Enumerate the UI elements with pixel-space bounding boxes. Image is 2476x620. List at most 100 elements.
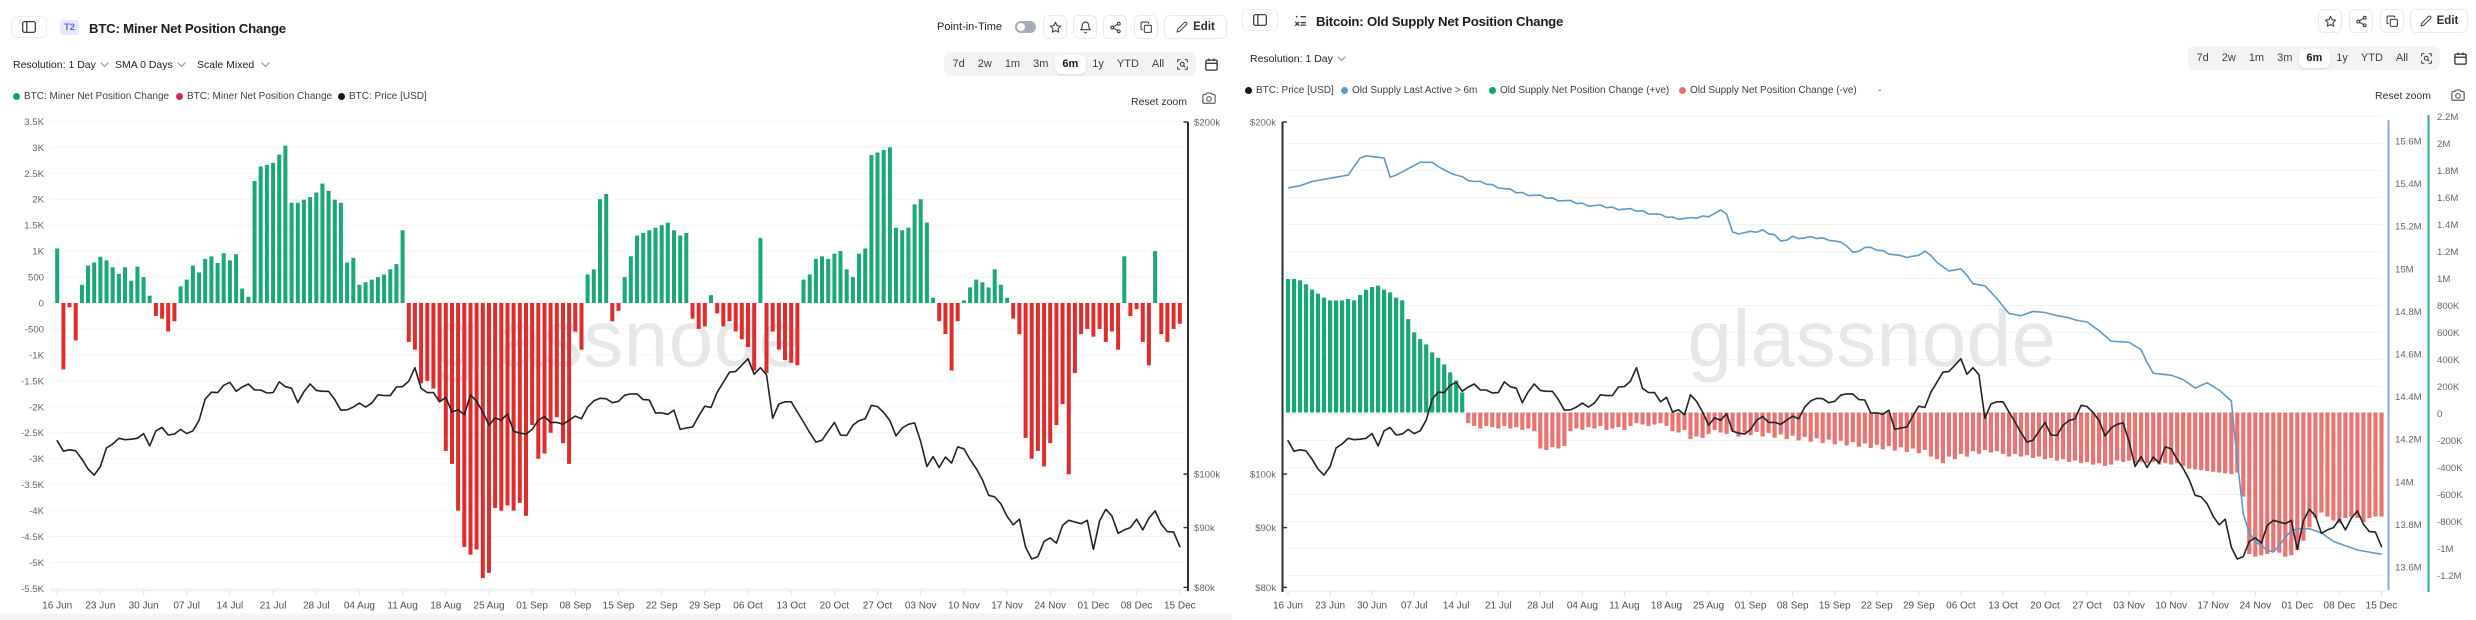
svg-text:28 Jul: 28 Jul bbox=[1527, 601, 1554, 612]
svg-text:15 Dec: 15 Dec bbox=[2366, 601, 2398, 612]
svg-text:-3.5K: -3.5K bbox=[21, 480, 45, 491]
svg-text:-2K: -2K bbox=[29, 402, 45, 413]
svg-text:15M: 15M bbox=[2395, 264, 2414, 275]
svg-text:03 Nov: 03 Nov bbox=[905, 601, 937, 612]
svg-text:27 Oct: 27 Oct bbox=[863, 601, 893, 612]
svg-text:14 Jul: 14 Jul bbox=[217, 601, 244, 612]
svg-text:-200K: -200K bbox=[2437, 436, 2463, 447]
svg-text:$90k: $90k bbox=[1194, 523, 1215, 534]
svg-text:30 Jun: 30 Jun bbox=[1357, 601, 1387, 612]
svg-text:14.2M: 14.2M bbox=[2395, 435, 2422, 446]
svg-text:06 Oct: 06 Oct bbox=[1946, 601, 1976, 612]
svg-text:2K: 2K bbox=[32, 195, 44, 206]
svg-text:16 Jun: 16 Jun bbox=[1273, 601, 1303, 612]
svg-text:17 Nov: 17 Nov bbox=[2197, 601, 2229, 612]
svg-text:1.4M: 1.4M bbox=[2437, 220, 2458, 231]
svg-text:23 Jun: 23 Jun bbox=[1315, 601, 1345, 612]
svg-text:28 Jul: 28 Jul bbox=[303, 601, 330, 612]
svg-text:04 Aug: 04 Aug bbox=[1567, 601, 1598, 612]
svg-text:-600K: -600K bbox=[2437, 490, 2463, 501]
svg-text:-400K: -400K bbox=[2437, 463, 2463, 474]
svg-text:2M: 2M bbox=[2437, 139, 2450, 150]
svg-text:14.8M: 14.8M bbox=[2395, 307, 2422, 318]
svg-text:10 Nov: 10 Nov bbox=[948, 601, 980, 612]
svg-text:24 Nov: 24 Nov bbox=[2239, 601, 2271, 612]
svg-text:08 Dec: 08 Dec bbox=[2324, 601, 2356, 612]
svg-text:08 Sep: 08 Sep bbox=[559, 601, 591, 612]
svg-text:-1.2M: -1.2M bbox=[2437, 571, 2462, 582]
svg-text:29 Sep: 29 Sep bbox=[689, 601, 721, 612]
svg-text:01 Dec: 01 Dec bbox=[2281, 601, 2313, 612]
svg-text:-1.5K: -1.5K bbox=[21, 376, 45, 387]
svg-text:1.2M: 1.2M bbox=[2437, 247, 2458, 258]
svg-text:14M: 14M bbox=[2395, 477, 2414, 488]
svg-text:1.6M: 1.6M bbox=[2437, 193, 2458, 204]
svg-text:15 Dec: 15 Dec bbox=[1164, 601, 1196, 612]
svg-text:-3K: -3K bbox=[29, 454, 45, 465]
svg-text:10 Nov: 10 Nov bbox=[2155, 601, 2187, 612]
svg-text:08 Dec: 08 Dec bbox=[1121, 601, 1153, 612]
svg-text:15 Sep: 15 Sep bbox=[603, 601, 635, 612]
svg-text:15.4M: 15.4M bbox=[2395, 179, 2422, 190]
svg-text:08 Sep: 08 Sep bbox=[1777, 601, 1809, 612]
svg-text:2.5K: 2.5K bbox=[24, 169, 44, 180]
svg-text:-800K: -800K bbox=[2437, 517, 2463, 528]
svg-text:25 Aug: 25 Aug bbox=[1693, 601, 1724, 612]
svg-text:-1K: -1K bbox=[29, 350, 45, 361]
svg-text:22 Sep: 22 Sep bbox=[1861, 601, 1893, 612]
svg-text:01 Sep: 01 Sep bbox=[516, 601, 548, 612]
svg-text:15.6M: 15.6M bbox=[2395, 137, 2422, 148]
svg-text:-2.5K: -2.5K bbox=[21, 428, 45, 439]
svg-text:20 Oct: 20 Oct bbox=[2030, 601, 2060, 612]
svg-text:25 Aug: 25 Aug bbox=[473, 601, 504, 612]
svg-text:13 Oct: 13 Oct bbox=[776, 601, 806, 612]
svg-text:-5K: -5K bbox=[29, 558, 45, 569]
svg-text:15.2M: 15.2M bbox=[2395, 222, 2422, 233]
svg-text:01 Sep: 01 Sep bbox=[1735, 601, 1767, 612]
svg-text:13 Oct: 13 Oct bbox=[1988, 601, 2018, 612]
svg-text:$100k: $100k bbox=[1250, 470, 1276, 481]
svg-text:-4K: -4K bbox=[29, 506, 45, 517]
svg-text:11 Aug: 11 Aug bbox=[1609, 601, 1639, 612]
svg-text:22 Sep: 22 Sep bbox=[646, 601, 678, 612]
svg-text:$80k: $80k bbox=[1194, 583, 1215, 594]
svg-text:$80k: $80k bbox=[1255, 583, 1276, 594]
svg-text:-4.5K: -4.5K bbox=[21, 532, 45, 543]
svg-text:04 Aug: 04 Aug bbox=[344, 601, 375, 612]
svg-text:-500: -500 bbox=[25, 324, 44, 335]
svg-text:30 Jun: 30 Jun bbox=[129, 601, 159, 612]
svg-text:14.4M: 14.4M bbox=[2395, 392, 2422, 403]
svg-text:13.6M: 13.6M bbox=[2395, 563, 2422, 574]
svg-text:14 Jul: 14 Jul bbox=[1443, 601, 1470, 612]
svg-text:14.6M: 14.6M bbox=[2395, 350, 2422, 361]
svg-text:18 Aug: 18 Aug bbox=[430, 601, 461, 612]
svg-text:200K: 200K bbox=[2437, 382, 2460, 393]
svg-text:400K: 400K bbox=[2437, 355, 2460, 366]
svg-text:3K: 3K bbox=[32, 143, 44, 154]
svg-text:$200k: $200k bbox=[1194, 118, 1220, 129]
svg-text:06 Oct: 06 Oct bbox=[733, 601, 763, 612]
svg-text:glassnode: glassnode bbox=[1687, 294, 2056, 383]
svg-text:3.5K: 3.5K bbox=[24, 117, 44, 128]
svg-text:20 Oct: 20 Oct bbox=[820, 601, 850, 612]
svg-text:600K: 600K bbox=[2437, 328, 2460, 339]
svg-text:0: 0 bbox=[2437, 409, 2442, 420]
svg-text:500: 500 bbox=[28, 273, 44, 284]
svg-text:07 Jul: 07 Jul bbox=[173, 601, 200, 612]
svg-text:17 Nov: 17 Nov bbox=[991, 601, 1023, 612]
svg-text:03 Nov: 03 Nov bbox=[2113, 601, 2145, 612]
svg-text:800K: 800K bbox=[2437, 301, 2460, 312]
svg-text:1.8M: 1.8M bbox=[2437, 166, 2458, 177]
svg-text:11 Aug: 11 Aug bbox=[387, 601, 417, 612]
svg-text:0: 0 bbox=[39, 299, 44, 310]
svg-text:01 Dec: 01 Dec bbox=[1078, 601, 1110, 612]
svg-text:21 Jul: 21 Jul bbox=[1485, 601, 1512, 612]
svg-text:07 Jul: 07 Jul bbox=[1401, 601, 1428, 612]
svg-text:-5.5K: -5.5K bbox=[21, 584, 45, 595]
svg-text:1M: 1M bbox=[2437, 274, 2450, 285]
svg-text:13.8M: 13.8M bbox=[2395, 520, 2422, 531]
svg-text:$200k: $200k bbox=[1250, 118, 1276, 129]
svg-text:$100k: $100k bbox=[1194, 470, 1220, 481]
svg-text:23 Jun: 23 Jun bbox=[85, 601, 115, 612]
svg-text:1K: 1K bbox=[32, 247, 44, 258]
